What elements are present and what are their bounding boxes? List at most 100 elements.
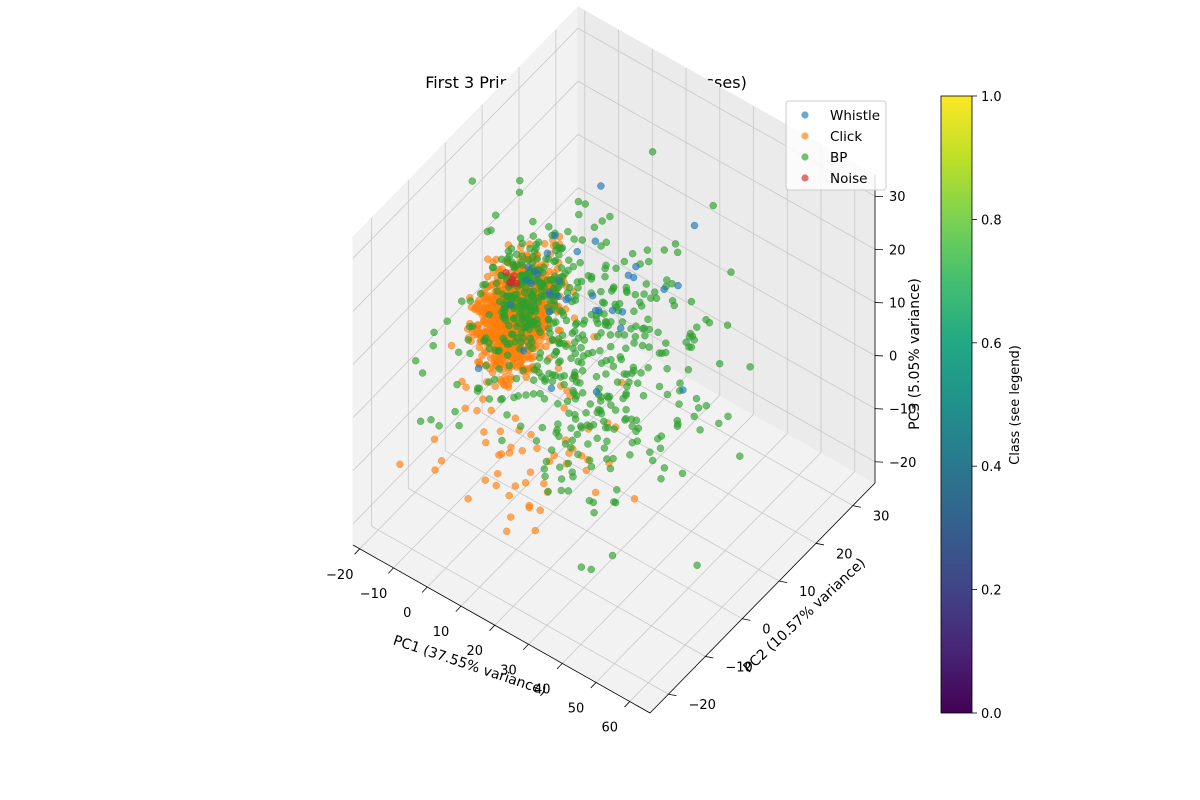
data-point <box>588 291 597 300</box>
data-point <box>454 348 463 357</box>
data-point <box>547 384 556 393</box>
data-point <box>687 297 696 306</box>
data-point <box>525 301 534 309</box>
data-point <box>576 379 584 387</box>
data-point <box>503 258 512 267</box>
data-point <box>476 307 484 315</box>
z-tick-label: 20 <box>889 243 906 258</box>
data-point <box>559 311 568 320</box>
data-point <box>597 359 606 367</box>
data-point <box>481 476 490 484</box>
data-point <box>675 400 683 408</box>
data-point <box>612 264 620 273</box>
data-point <box>593 434 601 443</box>
y-axis-line <box>649 482 876 714</box>
x-tick <box>489 624 496 631</box>
data-point <box>492 481 500 490</box>
data-point <box>501 376 510 384</box>
data-point <box>396 460 404 469</box>
x-tick-label: 20 <box>466 644 483 659</box>
data-point <box>563 397 572 406</box>
data-point <box>491 382 499 390</box>
colorbar-gradient <box>940 95 973 714</box>
data-point <box>486 304 495 312</box>
data-point <box>473 330 482 339</box>
data-point <box>564 459 573 468</box>
data-point <box>632 322 640 330</box>
data-point <box>435 422 443 430</box>
colorbar-tick-label: 0.0 <box>981 707 1002 722</box>
data-point <box>644 315 652 324</box>
data-point <box>609 362 618 371</box>
data-point <box>715 359 724 368</box>
gridline-z <box>352 133 876 365</box>
data-point <box>474 358 482 366</box>
data-point <box>531 526 540 535</box>
data-point <box>511 482 520 490</box>
data-point <box>574 357 582 366</box>
data-point <box>515 188 524 197</box>
data-point <box>564 227 572 236</box>
data-point <box>660 246 669 254</box>
data-point <box>607 356 615 364</box>
data-point <box>540 465 549 473</box>
data-point <box>466 297 475 305</box>
data-point <box>533 315 541 324</box>
data-point <box>589 498 598 507</box>
data-point <box>663 364 671 373</box>
data-point <box>585 456 594 465</box>
data-point <box>591 488 600 497</box>
data-point <box>495 321 504 330</box>
data-point <box>536 389 544 398</box>
x-tick-label: −10 <box>360 587 387 602</box>
data-point <box>411 356 420 365</box>
colorbar-tick-label: 1.0 <box>981 90 1002 105</box>
data-point <box>645 343 653 351</box>
x-tick-label: 40 <box>534 682 551 697</box>
data-point <box>505 361 514 370</box>
data-point <box>487 226 495 234</box>
data-point <box>673 416 682 425</box>
data-point <box>552 318 560 326</box>
data-point <box>573 278 582 286</box>
data-point <box>571 415 580 423</box>
data-point <box>624 271 633 280</box>
data-point <box>692 394 701 403</box>
data-point <box>626 451 634 459</box>
data-point <box>512 374 521 383</box>
data-point <box>524 263 532 272</box>
legend-marker-noise <box>801 174 809 182</box>
data-point <box>464 495 472 503</box>
data-point <box>532 244 540 253</box>
data-point <box>551 272 559 280</box>
data-point <box>655 382 664 391</box>
data-point <box>574 197 583 206</box>
gridline-x <box>528 106 754 645</box>
x-tick-label: −20 <box>326 568 353 583</box>
data-point <box>545 324 553 333</box>
gridline-y <box>370 218 669 695</box>
data-point <box>638 341 647 350</box>
data-point <box>574 450 582 459</box>
data-point <box>437 457 446 465</box>
data-point <box>587 565 595 574</box>
data-point <box>571 292 580 300</box>
data-point <box>547 446 556 454</box>
data-point <box>591 237 600 245</box>
data-point <box>603 437 611 446</box>
colorbar-tick-label: 0.4 <box>981 460 1002 475</box>
data-point <box>606 464 615 473</box>
data-point <box>660 464 669 472</box>
data-point <box>482 361 490 370</box>
data-point <box>491 211 500 219</box>
data-point <box>613 378 622 386</box>
data-point <box>685 343 693 351</box>
y-tick-label: 20 <box>836 547 853 562</box>
data-point <box>573 430 582 439</box>
data-point <box>637 369 645 377</box>
data-point <box>514 319 523 328</box>
x-tick <box>455 605 462 612</box>
data-point <box>512 250 521 259</box>
data-point <box>503 351 512 359</box>
data-point <box>613 486 621 494</box>
